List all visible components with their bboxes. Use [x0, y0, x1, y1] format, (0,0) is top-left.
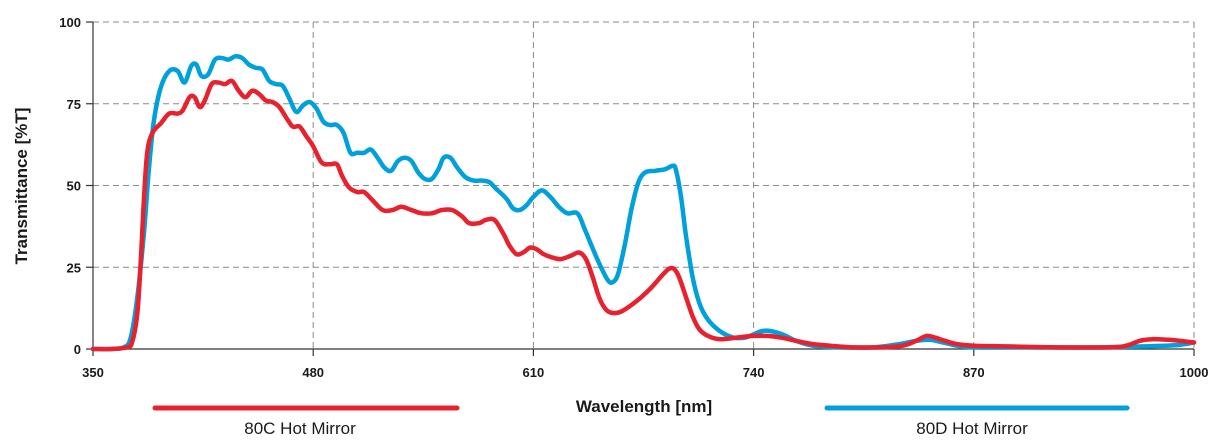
legend-label-80c: 80C Hot Mirror	[244, 419, 356, 438]
y-tick-label-50: 50	[67, 179, 81, 194]
y-axis-title: Transmittance [%T]	[12, 108, 31, 265]
y-tick-label-0: 0	[74, 342, 81, 357]
legend-label-80d: 80D Hot Mirror	[916, 419, 1028, 438]
x-tick-label-870: 870	[963, 365, 985, 380]
series-line-80d	[90, 54, 1197, 352]
series-lines	[90, 54, 1197, 352]
x-axis-title: Wavelength [nm]	[576, 397, 712, 416]
grid	[93, 21, 1195, 349]
y-tick-label-100: 100	[59, 15, 81, 30]
y-tick-label-25: 25	[67, 260, 81, 275]
x-tick-label-350: 350	[82, 365, 104, 380]
axes	[86, 21, 1195, 356]
x-tick-label-740: 740	[743, 365, 765, 380]
series-line-80c	[90, 78, 1197, 352]
x-tick-label-1000: 1000	[1180, 365, 1209, 380]
y-tick-label-75: 75	[67, 97, 81, 112]
x-tick-label-610: 610	[523, 365, 545, 380]
legend: 80C Hot Mirror 80D Hot Mirror	[152, 405, 1130, 438]
x-tick-label-480: 480	[302, 365, 324, 380]
tick-labels: 0 25 50 75 100 350 480 610 740 870 1000	[59, 15, 1208, 380]
